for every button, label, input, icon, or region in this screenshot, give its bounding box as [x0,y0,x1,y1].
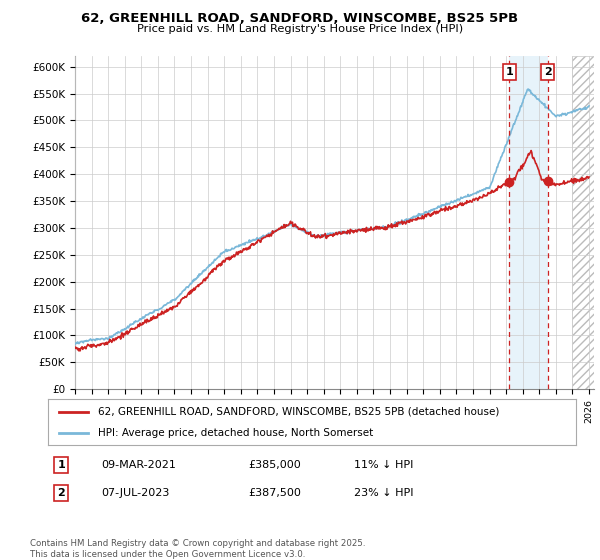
Text: 62, GREENHILL ROAD, SANDFORD, WINSCOMBE, BS25 5PB: 62, GREENHILL ROAD, SANDFORD, WINSCOMBE,… [82,12,518,25]
Text: 09-MAR-2021: 09-MAR-2021 [101,460,176,470]
Text: HPI: Average price, detached house, North Somerset: HPI: Average price, detached house, Nort… [98,428,373,438]
Text: 23% ↓ HPI: 23% ↓ HPI [354,488,414,498]
Text: 2: 2 [58,488,65,498]
Text: 2: 2 [544,67,551,77]
Text: £385,000: £385,000 [248,460,301,470]
Text: Contains HM Land Registry data © Crown copyright and database right 2025.
This d: Contains HM Land Registry data © Crown c… [30,539,365,559]
Text: Price paid vs. HM Land Registry's House Price Index (HPI): Price paid vs. HM Land Registry's House … [137,24,463,34]
Text: 07-JUL-2023: 07-JUL-2023 [101,488,169,498]
Text: 1: 1 [58,460,65,470]
Bar [572,56,598,389]
Text: £387,500: £387,500 [248,488,302,498]
Text: 11% ↓ HPI: 11% ↓ HPI [354,460,413,470]
Bar [509,56,548,389]
Text: 62, GREENHILL ROAD, SANDFORD, WINSCOMBE, BS25 5PB (detached house): 62, GREENHILL ROAD, SANDFORD, WINSCOMBE,… [98,407,500,417]
Text: 1: 1 [505,67,513,77]
